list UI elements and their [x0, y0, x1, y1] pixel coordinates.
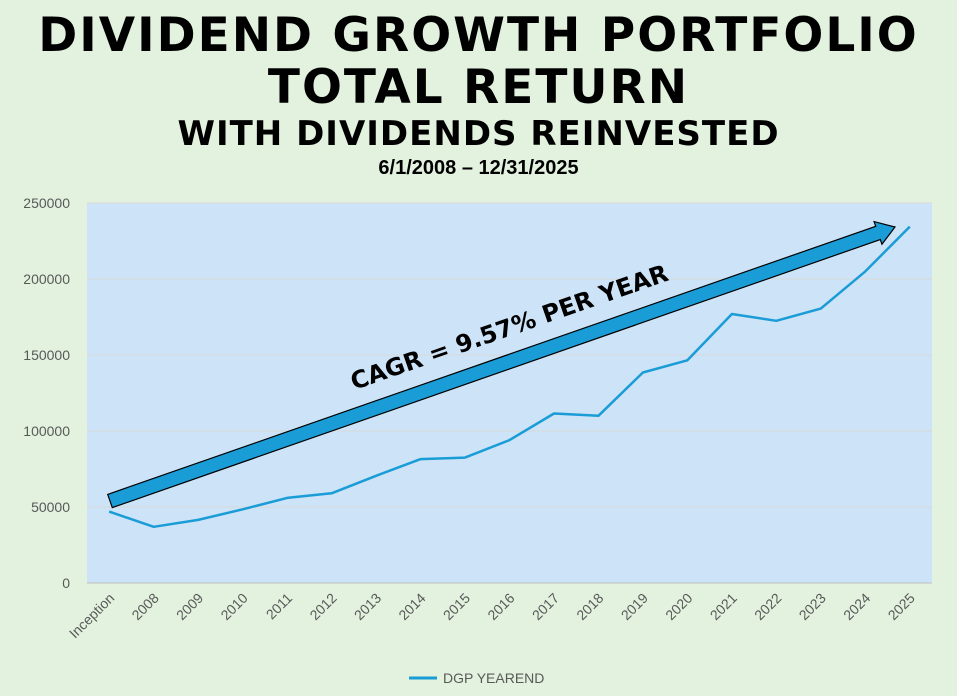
x-tick-label: 2014 — [395, 590, 428, 623]
x-tick-label: 2017 — [529, 590, 562, 623]
y-tick-label: 200000 — [23, 271, 70, 287]
x-tick-label: 2013 — [351, 590, 384, 623]
x-tick-label: 2018 — [573, 590, 606, 623]
chart-subtitle: WITH DIVIDENDS REINVESTED — [177, 114, 780, 154]
x-tick-label: 2011 — [263, 590, 296, 623]
legend: DGP YEAREND — [409, 670, 544, 686]
cagr-arrow-shape — [106, 220, 897, 509]
y-axis-ticks: 0 50000 100000 150000 200000 250000 — [23, 195, 70, 591]
x-tick-label: 2021 — [707, 590, 740, 623]
y-tick-label: 50000 — [31, 499, 70, 515]
x-axis-ticks: Inception 2008 2009 2010 2011 2012 2013 2014 201… — [66, 590, 918, 642]
x-tick-label: 2019 — [618, 590, 651, 623]
y-tick-label: 250000 — [23, 195, 70, 211]
x-tick-label: 2015 — [440, 590, 473, 623]
x-tick-label: 2022 — [751, 590, 784, 623]
chart-date-range: 6/1/2008 – 12/31/2025 — [378, 157, 579, 179]
x-tick-label: 2009 — [173, 590, 206, 623]
x-tick-label: 2023 — [796, 590, 829, 623]
x-tick-label: Inception — [66, 590, 117, 641]
x-tick-label: 2012 — [306, 590, 339, 623]
x-tick-label: 2020 — [662, 590, 695, 623]
series-dgp-yearend — [108, 225, 911, 529]
y-tick-label: 150000 — [23, 347, 70, 363]
x-tick-label: 2025 — [885, 590, 918, 623]
chart-title-line-1: DIVIDEND GROWTH PORTFOLIO — [38, 8, 919, 63]
chart-title-line-2: TOTAL RETURN — [267, 60, 690, 115]
legend-label: DGP YEAREND — [443, 670, 544, 686]
x-tick-label: 2010 — [217, 590, 250, 623]
x-tick-label: 2024 — [840, 590, 873, 623]
y-tick-label: 100000 — [23, 423, 70, 439]
x-tick-label: 2016 — [484, 590, 517, 623]
x-tick-label: 2008 — [128, 590, 161, 623]
y-tick-label: 0 — [62, 575, 70, 591]
